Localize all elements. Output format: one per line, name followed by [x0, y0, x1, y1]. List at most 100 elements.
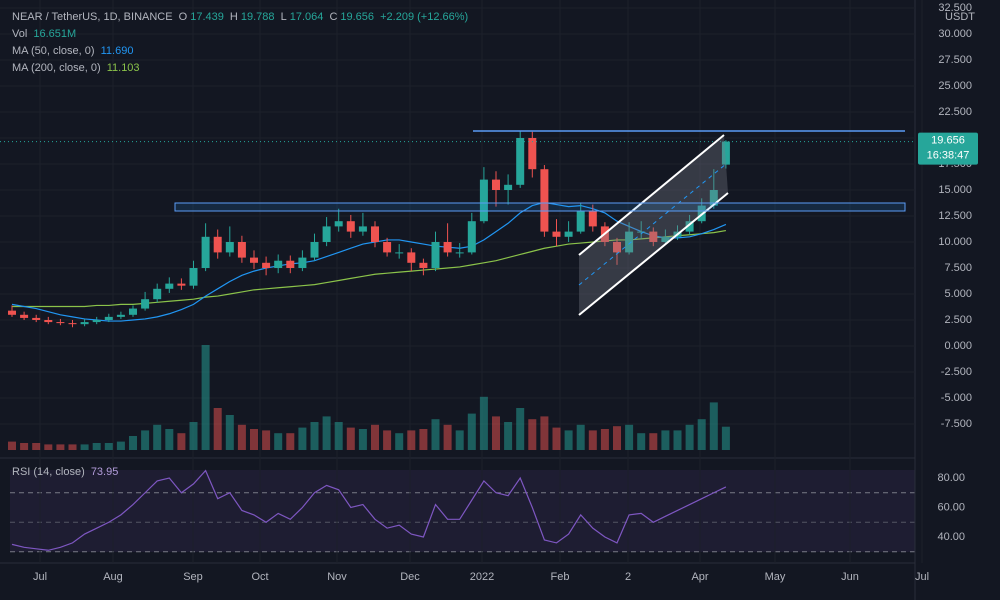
- rsi-label: RSI (14, close): [12, 466, 85, 478]
- volume-bar: [613, 426, 621, 450]
- rsi-line: [11, 469, 727, 551]
- candle-body: [225, 242, 234, 253]
- volume-bar: [56, 444, 65, 450]
- volume-bar: [492, 416, 500, 450]
- candle-body: [44, 320, 53, 323]
- candle-body: [564, 231, 573, 237]
- candle-body: [274, 260, 283, 268]
- candle-body: [298, 257, 307, 268]
- l-label: L: [280, 11, 287, 23]
- volume-bar: [20, 443, 29, 450]
- o-label: O: [178, 11, 188, 23]
- ma50-label: MA (50, close, 0): [12, 45, 95, 57]
- candle-body: [709, 190, 718, 206]
- volume-bar: [153, 424, 162, 450]
- candle-body: [56, 322, 65, 324]
- candle-body: [165, 283, 174, 289]
- candle-body: [262, 262, 271, 268]
- last-price-box: [918, 132, 978, 165]
- volume-bar: [625, 424, 634, 450]
- volume-bar: [8, 441, 16, 450]
- time-tick-label: May: [765, 571, 786, 583]
- vol-value: 16.651M: [33, 28, 77, 40]
- candle-body: [479, 179, 488, 222]
- volume-bar: [334, 422, 343, 450]
- volume-bar: [709, 402, 718, 450]
- volume-bar: [697, 419, 706, 450]
- candle-body: [419, 262, 428, 268]
- candle-body: [358, 226, 367, 232]
- candle-body: [637, 231, 646, 233]
- volume-bar: [661, 430, 670, 450]
- volume-bar: [129, 436, 137, 450]
- legend-vol: Vol 16.651M: [12, 28, 79, 40]
- currency-label: USDT: [945, 11, 975, 23]
- candle-body: [92, 320, 101, 323]
- volume-bar: [637, 433, 646, 450]
- volume-bar: [467, 413, 476, 450]
- candle-body: [516, 138, 525, 185]
- volume-bar: [44, 444, 53, 450]
- time-tick-label: Feb: [551, 571, 570, 583]
- volume-bar: [225, 415, 234, 450]
- c-label: C: [329, 11, 338, 23]
- volume-bar: [576, 424, 585, 450]
- volume-bar: [322, 416, 331, 450]
- candle-body: [504, 184, 513, 190]
- time-tick-label: Aug: [103, 571, 123, 583]
- h-value: 19.788: [240, 11, 275, 23]
- vol-label: Vol: [12, 28, 28, 40]
- candle-body: [528, 138, 537, 170]
- candle-body: [649, 231, 658, 242]
- volume-bar: [189, 422, 198, 450]
- volume-bar: [213, 408, 222, 450]
- legend-rsi: RSI (14, close) 73.95: [12, 466, 121, 478]
- candle-body: [661, 236, 670, 242]
- candle-body: [201, 236, 210, 268]
- legend-main: NEAR / TetherUS, 1D, BINANCE O 17.439 H 19…: [12, 11, 471, 23]
- volume-bar: [237, 424, 246, 450]
- volume-bar: [600, 429, 609, 450]
- volume-bar: [68, 444, 77, 450]
- last-price-label: 19.656: [931, 134, 965, 146]
- volume-bar: [165, 429, 174, 450]
- candle-body: [20, 314, 29, 318]
- volume-bar: [443, 424, 452, 450]
- rsi-tick-label: 80.00: [937, 472, 965, 484]
- volume-bar: [407, 430, 416, 450]
- candle-body: [80, 322, 89, 325]
- time-tick-label: 2022: [470, 571, 494, 583]
- candle-body: [189, 268, 198, 286]
- rsi-value: 73.95: [90, 466, 119, 478]
- candle-body: [322, 226, 331, 242]
- candle-body: [588, 210, 597, 227]
- candle-body: [334, 221, 343, 227]
- candle-body: [250, 257, 258, 263]
- time-tick-label: 2: [625, 571, 631, 583]
- candle-body: [576, 210, 585, 232]
- candle-body: [129, 308, 137, 315]
- marks: [0, 130, 915, 551]
- volume-bar: [201, 345, 210, 450]
- candle-body: [310, 242, 319, 258]
- rsi-band: [10, 470, 915, 552]
- candle-body: [395, 252, 404, 254]
- volume-bar: [298, 427, 307, 450]
- o-value: 17.439: [190, 11, 224, 23]
- price-tick-label: 2.500: [944, 314, 972, 326]
- time-tick-label: Apr: [691, 571, 708, 583]
- candle-body: [613, 242, 621, 253]
- candle-body: [8, 310, 16, 315]
- channel-fill: [579, 135, 728, 315]
- change: +2.209 (+12.66%): [380, 11, 469, 23]
- legend-ma50: MA (50, close, 0) 11.690: [12, 45, 136, 57]
- volume-bar: [685, 424, 694, 450]
- volume-bar: [92, 443, 101, 450]
- candle-body: [625, 231, 634, 253]
- symbol: NEAR / TetherUS, 1D, BINANCE: [12, 11, 173, 23]
- volume-bar: [673, 430, 682, 450]
- candle-body: [177, 283, 186, 286]
- candle-body: [237, 242, 246, 258]
